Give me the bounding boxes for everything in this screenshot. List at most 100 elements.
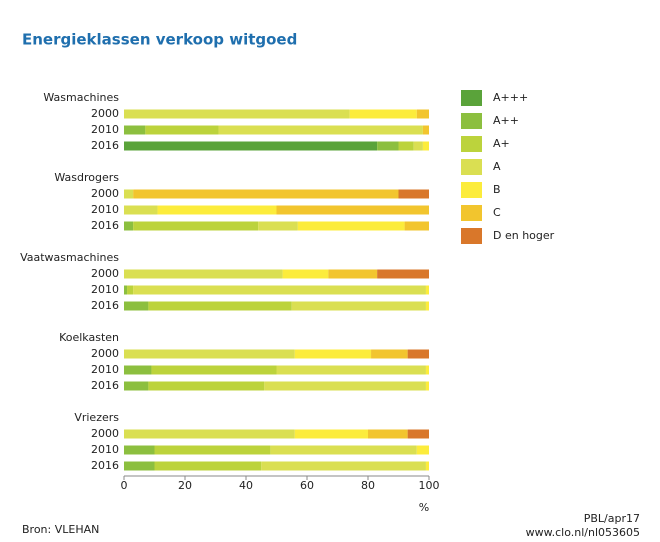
legend-swatch	[461, 182, 482, 198]
legend-label: C	[493, 206, 501, 219]
y-tick-label: 2010	[91, 203, 119, 216]
bar-segment	[377, 269, 429, 279]
x-tick-label: 100	[419, 479, 440, 492]
bar-segment	[398, 189, 429, 199]
legend-swatch	[461, 228, 482, 244]
bar-segment	[407, 349, 429, 359]
y-tick-label: 2016	[91, 139, 119, 152]
bar-segment	[124, 269, 283, 279]
source: Bron: VLEHAN	[22, 523, 99, 536]
legend-label: B	[493, 183, 501, 196]
legend-swatch	[461, 113, 482, 129]
credit: www.clo.nl/nl053605	[526, 526, 640, 539]
bar-segment	[377, 141, 399, 151]
bar-segment	[416, 109, 429, 119]
legend-label: A+	[493, 137, 510, 150]
bar-segment	[416, 445, 429, 455]
bar-segment	[124, 349, 295, 359]
legend-swatch	[461, 205, 482, 221]
group-label: Vaatwasmachines	[20, 251, 119, 264]
bar-segment	[422, 125, 429, 135]
bar-segment	[124, 429, 295, 439]
bar-segment	[297, 221, 405, 231]
bar-segment	[398, 141, 414, 151]
bar-segment	[425, 461, 429, 471]
bar-segment	[124, 365, 152, 375]
bar-segment	[124, 285, 128, 295]
bar-segment	[407, 429, 429, 439]
legend-label: A++	[493, 114, 519, 127]
bar-segment	[133, 221, 259, 231]
bar-segment	[422, 141, 429, 151]
legend-label: A+++	[493, 91, 528, 104]
y-tick-label: 2000	[91, 107, 119, 120]
bar-segment	[425, 301, 429, 311]
bar-segment	[413, 141, 423, 151]
bar-segment	[264, 381, 426, 391]
bar-segment	[124, 301, 149, 311]
x-axis-label: %	[419, 501, 429, 514]
x-tick-label: 60	[300, 479, 314, 492]
bar-segment	[425, 365, 429, 375]
bar-segment	[145, 125, 219, 135]
bar-segment	[218, 125, 423, 135]
bar-segment	[124, 109, 350, 119]
bar-segment	[270, 445, 417, 455]
x-tick-label: 20	[178, 479, 192, 492]
y-tick-label: 2000	[91, 187, 119, 200]
y-tick-label: 2000	[91, 267, 119, 280]
bar-segment	[124, 445, 155, 455]
bar-segment	[124, 221, 134, 231]
legend-label: A	[493, 160, 501, 173]
legend-swatch	[461, 159, 482, 175]
bar-segment	[291, 301, 426, 311]
bar-segment	[425, 381, 429, 391]
bar-segment	[294, 349, 372, 359]
group-label: Vriezers	[74, 411, 119, 424]
bar-segment	[127, 285, 134, 295]
bar-segment	[368, 429, 408, 439]
bar-segment	[151, 365, 277, 375]
bar-segment	[154, 445, 271, 455]
bar-segment	[258, 221, 298, 231]
credit: PBL/apr17	[584, 512, 640, 525]
legend-swatch	[461, 90, 482, 106]
y-tick-label: 2016	[91, 299, 119, 312]
bar-segment	[261, 461, 426, 471]
bar-segment	[349, 109, 417, 119]
x-tick-label: 80	[361, 479, 375, 492]
y-tick-label: 2010	[91, 283, 119, 296]
bar-segment	[133, 285, 426, 295]
y-tick-label: 2000	[91, 427, 119, 440]
bar-segment	[404, 221, 429, 231]
bar-segment	[133, 189, 399, 199]
bar-segment	[157, 205, 277, 215]
group-label: Koelkasten	[59, 331, 119, 344]
y-tick-label: 2016	[91, 459, 119, 472]
group-label: Wasdrogers	[54, 171, 119, 184]
y-tick-label: 2000	[91, 347, 119, 360]
legend-swatch	[461, 136, 482, 152]
bar-segment	[124, 461, 155, 471]
bar-segment	[371, 349, 408, 359]
group-label: Wasmachines	[43, 91, 119, 104]
y-tick-label: 2010	[91, 123, 119, 136]
bar-segment	[276, 205, 429, 215]
y-tick-label: 2010	[91, 363, 119, 376]
y-tick-label: 2010	[91, 443, 119, 456]
chart-title: Energieklassen verkoop witgoed	[22, 31, 297, 49]
bar-segment	[154, 461, 262, 471]
x-tick-label: 0	[121, 479, 128, 492]
bar-segment	[124, 205, 158, 215]
bar-segment	[425, 285, 429, 295]
bar-segment	[124, 381, 149, 391]
y-tick-label: 2016	[91, 219, 119, 232]
bar-segment	[282, 269, 329, 279]
bar-segment	[294, 429, 368, 439]
x-tick-label: 40	[239, 479, 253, 492]
bar-segment	[328, 269, 378, 279]
y-tick-label: 2016	[91, 379, 119, 392]
bar-segment	[148, 301, 292, 311]
legend-label: D en hoger	[493, 229, 555, 242]
